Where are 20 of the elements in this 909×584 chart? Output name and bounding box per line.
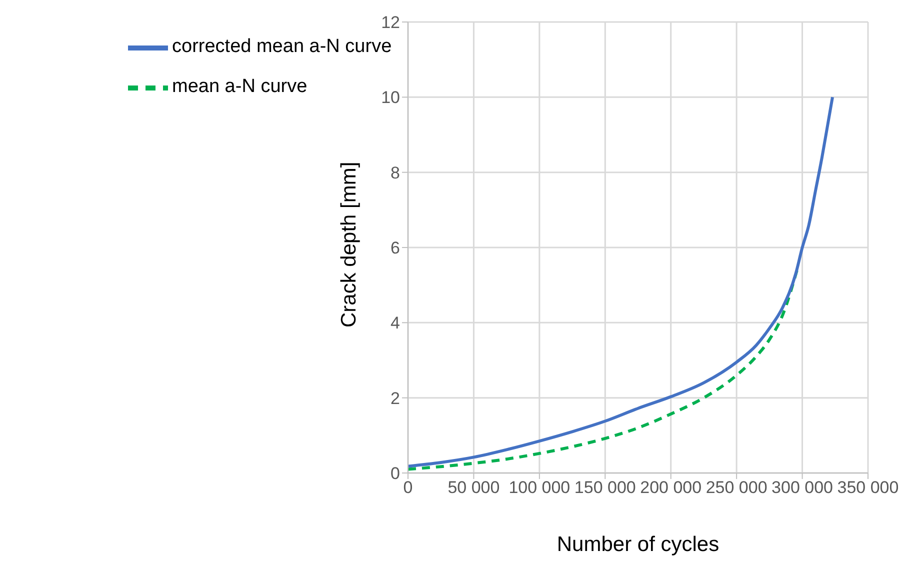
x-tick-label: 50 000 bbox=[448, 478, 500, 498]
y-tick-label: 10 bbox=[381, 88, 400, 108]
x-tick-label: 200 000 bbox=[640, 478, 702, 498]
y-tick-label: 2 bbox=[390, 388, 400, 408]
legend-label: corrected mean a-N curve bbox=[172, 36, 392, 58]
y-tick-label: 6 bbox=[390, 238, 400, 258]
x-axis-title: Number of cycles bbox=[556, 533, 720, 556]
x-tick-label: 350 000 bbox=[837, 478, 899, 498]
y-tick-label: 8 bbox=[390, 163, 400, 182]
line-series bbox=[408, 96, 834, 468]
y-tick-label: 12 bbox=[381, 13, 400, 32]
y-axis-title: Crack depth [mm] bbox=[337, 162, 360, 328]
x-tick-label: 250 000 bbox=[706, 478, 768, 498]
legend-label: mean a-N curve bbox=[172, 76, 308, 98]
x-tick-label: 0 bbox=[403, 478, 413, 498]
x-tick-label: 300 000 bbox=[772, 478, 834, 498]
y-tick-label: 0 bbox=[390, 464, 400, 484]
x-tick-label: 100 000 bbox=[508, 478, 570, 498]
x-tick-label: 150 000 bbox=[574, 478, 636, 498]
y-tick-label: 4 bbox=[390, 314, 400, 333]
